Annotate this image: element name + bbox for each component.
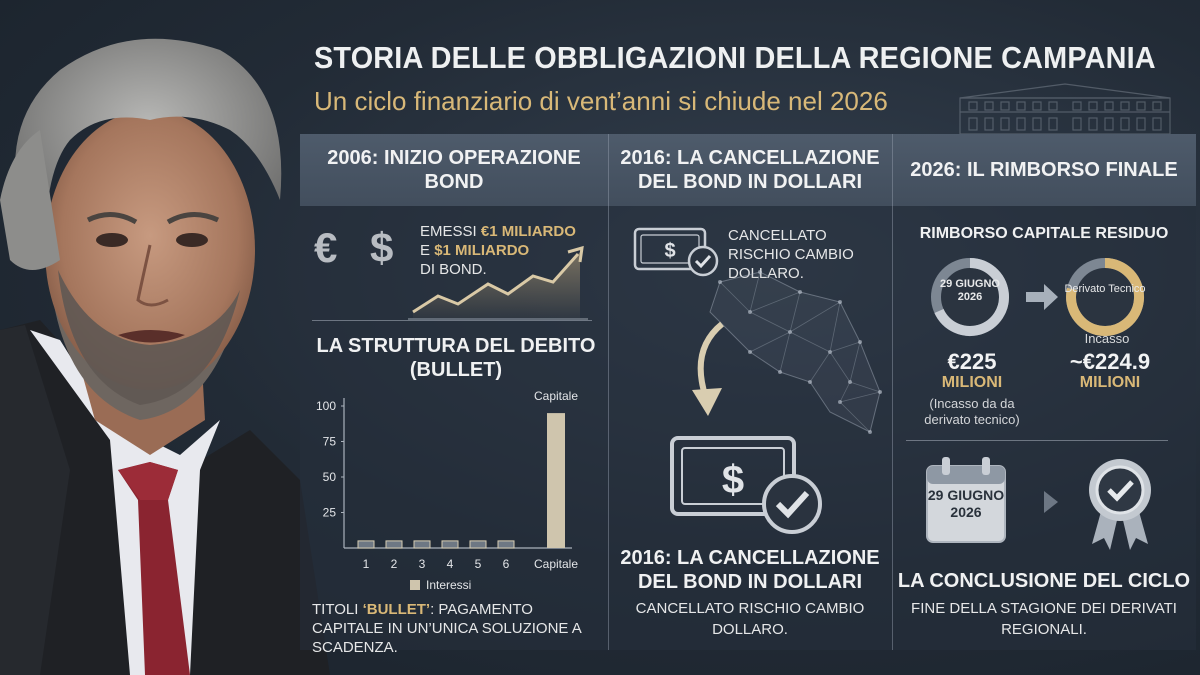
bullet-note-text: : PAGAMENTO CAPITALE IN UN’UNICA SOLUZIO… — [312, 601, 581, 656]
cycle-conclusion-title: LA CONCLUSIONE DEL CICLO — [897, 570, 1191, 592]
ring-date-label: 29 GIUGNO 2026 — [940, 278, 1000, 303]
dollar-bill-check-large-icon: $ — [670, 436, 822, 534]
euro-icon: € — [314, 224, 338, 271]
repayment-unit: MILIONI — [941, 374, 1003, 391]
repayment-heading: RIMBORSO CAPITALE RESIDUO — [919, 225, 1169, 242]
campania-network-map — [709, 270, 882, 434]
legend-label: Interessi — [426, 578, 471, 592]
derivative-ring-icon — [1066, 258, 1145, 336]
dollar-glyph: $ — [664, 240, 675, 262]
infographic-panel — [300, 134, 1196, 650]
cancellation-text: CANCELLATO RISCHIO CAMBIO DOLLARO. — [635, 600, 865, 638]
chevron-right-icon — [1044, 491, 1058, 513]
x-tick-label: 2 — [391, 557, 398, 571]
repayment-amount: €225 — [947, 349, 997, 374]
debt-structure-title: LA STRUTTURA DEL DEBITO (BULLET) — [316, 335, 596, 381]
interest-bar — [357, 540, 375, 549]
interest-bar — [441, 540, 459, 549]
cycle-conclusion-text: FINE DELLA STAGIONE DEI DERIVATI REGIONA… — [911, 600, 1177, 638]
issue-prefix: EMESSI — [420, 223, 481, 240]
date-ring-icon — [931, 258, 1009, 336]
column-divider — [608, 134, 609, 650]
repayment-note: (Incasso da da derivato tecnico) — [924, 396, 1020, 427]
dollar-glyph-large: $ — [722, 458, 744, 502]
calendar-icon — [926, 457, 1006, 543]
bullet-note: TITOLI ‘BULLET’: PAGAMENTO CAPITALE IN U… — [312, 600, 602, 657]
section-divider — [312, 320, 592, 321]
incasso-label: Incasso — [1084, 331, 1130, 346]
x-tick-label: Capitale — [534, 557, 578, 571]
issue-mid: E — [420, 242, 435, 259]
y-tick-label: 100 — [316, 399, 336, 413]
medal-check-icon — [1089, 459, 1151, 550]
currency-risk-text: CANCELLATO RISCHIO CAMBIO DOLLARO. — [728, 227, 854, 282]
x-tick-label: 6 — [503, 557, 510, 571]
x-tick-label: 4 — [447, 557, 454, 571]
curved-arrow-icon — [692, 321, 724, 416]
x-tick-label: 1 — [363, 557, 370, 571]
column-heading-2006: 2006: INIZIO OPERAZIONE BOND — [300, 134, 608, 206]
issue-usd-amount: $1 MILIARDO — [434, 242, 530, 259]
column-divider — [892, 134, 893, 650]
y-tick-label: 25 — [323, 506, 337, 520]
y-tick-label: 75 — [323, 435, 337, 449]
interest-bar — [413, 540, 431, 549]
dollar-icon: $ — [370, 224, 394, 271]
capital-bar — [547, 413, 565, 548]
debt-structure-chart: 100 75 50 25 1 2 3 4 5 6 Capitale Capitale Interessi — [316, 389, 578, 592]
interest-bar — [469, 540, 487, 549]
cancellation-title: 2016: LA CANCELLAZIONE DEL BOND IN DOLLA… — [620, 547, 880, 593]
page-title: STORIA DELLE OBBLIGAZIONI DELLA REGIONE … — [314, 40, 1156, 75]
derivative-unit: MILIONI — [1079, 374, 1141, 391]
interest-bar — [497, 540, 515, 549]
legend-swatch — [410, 580, 420, 590]
issue-eur-amount: €1 MILIARDO — [480, 223, 576, 240]
ring-derivative-label: Derivato Tecnico — [1064, 283, 1146, 295]
column-heading-2016: 2016: LA CANCELLAZIONE DEL BOND IN DOLLA… — [608, 134, 892, 206]
growth-trend-icon — [408, 245, 588, 320]
bullet-label: TITOLI — [312, 601, 363, 618]
dollar-bill-check-icon: $ — [633, 227, 719, 277]
x-tick-label: 5 — [475, 557, 482, 571]
bond-issue-text: EMESSI €1 MILIARDO E $1 MILIARDO DI BOND… — [420, 222, 590, 279]
building-illustration — [959, 83, 1171, 135]
section-divider — [906, 440, 1168, 441]
bullet-quoted: ‘BULLET’ — [362, 601, 431, 618]
derivative-amount: ~€224.9 — [1069, 349, 1151, 374]
issue-suffix: DI BOND. — [420, 261, 487, 278]
calendar-date: 29 GIUGNO 2026 — [927, 487, 1005, 520]
arrow-right-icon — [1026, 284, 1058, 310]
bar-top-label: Capitale — [534, 389, 578, 403]
column-heading-2026: 2026: IL RIMBORSO FINALE — [892, 134, 1196, 206]
y-tick-label: 50 — [323, 470, 337, 484]
x-tick-label: 3 — [419, 557, 426, 571]
interest-bar — [385, 540, 403, 549]
page-subtitle: Un ciclo finanziario di vent’anni si chi… — [314, 86, 888, 116]
portrait-photo — [0, 38, 330, 675]
